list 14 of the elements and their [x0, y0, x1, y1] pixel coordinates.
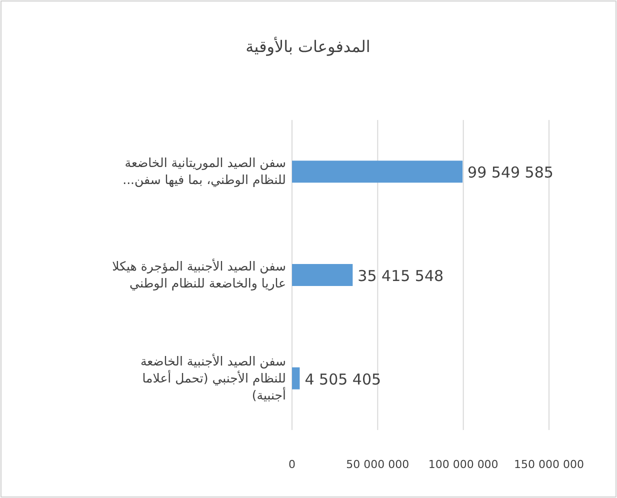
x-tick-label: 0 — [288, 458, 296, 471]
data-label: 35 415 548 — [358, 267, 444, 285]
y-tick-label: سفن الصيد الأجنبية المؤجرة هيكلا عاريا والخاضعة للنظام الوطني — [112, 258, 286, 292]
x-tick-label: 150 000 000 — [514, 458, 584, 471]
x-tick-label: 100 000 000 — [428, 458, 498, 471]
title: المدفوعات بالأوقية — [246, 37, 370, 56]
bar — [292, 367, 300, 390]
y-tick-label: سفن الصيد الموريتانية الخاضعة للنظام الوطني، بما فيها سفن... — [122, 155, 286, 188]
data-label: 99 549 585 — [468, 164, 554, 182]
data-label: 4 505 405 — [304, 370, 382, 388]
y-tick-label: سفن الصيد الأجنبية الخاضعة للنظام الأجنبي (تحمل أعلاما أجنبية) — [140, 353, 286, 402]
bar — [292, 160, 463, 183]
bar — [292, 264, 353, 286]
x-tick-label: 50 000 000 — [346, 458, 410, 471]
